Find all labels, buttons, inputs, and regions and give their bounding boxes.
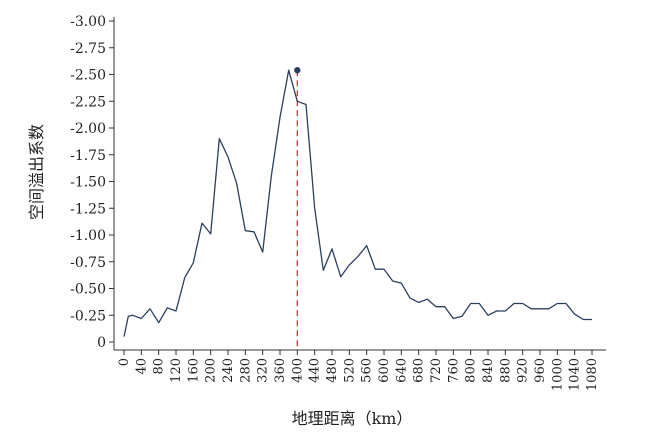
- x-tick-label: 880: [498, 358, 513, 383]
- x-tick-label: 840: [481, 358, 496, 383]
- y-tick-label: -0.25: [70, 308, 106, 324]
- x-tick-label: 1080: [585, 358, 600, 391]
- x-tick-label: 1040: [568, 358, 583, 391]
- x-tick-label: 1000: [550, 358, 565, 391]
- series-layer: [123, 67, 592, 337]
- x-tick-label: 0: [117, 358, 132, 366]
- x-tick-label: 560: [360, 358, 375, 383]
- x-tick-label: 920: [516, 358, 531, 383]
- x-tick-label: 200: [204, 358, 219, 383]
- series-line: [123, 69, 592, 337]
- y-axis-title: 空间溢出系数: [27, 124, 46, 220]
- x-tick-label: 360: [273, 358, 288, 383]
- x-axis-title: 地理距离（km）: [292, 409, 413, 428]
- x-tick-label: 320: [256, 358, 271, 383]
- x-tick-label: 480: [325, 358, 340, 383]
- y-tick-label: -1.50: [70, 175, 106, 191]
- x-tick-label: 120: [169, 358, 184, 383]
- x-tick-label: 720: [429, 358, 444, 383]
- x-tick-label: 40: [134, 358, 149, 375]
- y-tick-label: 0: [97, 335, 106, 351]
- x-tick-label: 600: [377, 358, 392, 383]
- x-tick-label: 760: [446, 358, 461, 383]
- x-tick-label: 640: [394, 358, 409, 383]
- y-tick-labels: 0 -0.25 -0.50 -0.75 -1.00 -1.25 -1.50 -1.75 -2.0…: [70, 14, 106, 351]
- axes: [109, 17, 606, 355]
- y-tick-label: -0.50: [70, 282, 106, 298]
- x-tick-label: 80: [152, 358, 167, 375]
- y-tick-label: -2.50: [70, 68, 106, 84]
- y-tick-label: -1.25: [70, 201, 106, 217]
- x-tick-label: 280: [238, 358, 253, 383]
- x-tick-label: 680: [412, 358, 427, 383]
- y-tick-label: -0.75: [70, 255, 106, 271]
- x-tick-label: 160: [186, 358, 201, 383]
- y-tick-label: -1.75: [70, 148, 106, 164]
- y-tick-label: -2.75: [70, 41, 106, 57]
- peak-marker: [294, 67, 301, 74]
- y-tick-label: -2.25: [70, 94, 106, 110]
- y-tick-label: -2.00: [70, 121, 106, 137]
- x-tick-label: 440: [308, 358, 323, 383]
- x-tick-label: 520: [342, 358, 357, 383]
- y-tick-label: -1.00: [70, 228, 106, 244]
- x-tick-label: 800: [464, 358, 479, 383]
- x-tick-labels: 0 40 80 120 160 200 240 280 320 360 400 440 480 520 56…: [117, 358, 600, 391]
- x-tick-label: 400: [290, 358, 305, 383]
- y-tick-label: -3.00: [70, 14, 106, 30]
- x-tick-label: 240: [221, 358, 236, 383]
- x-tick-label: 960: [533, 358, 548, 383]
